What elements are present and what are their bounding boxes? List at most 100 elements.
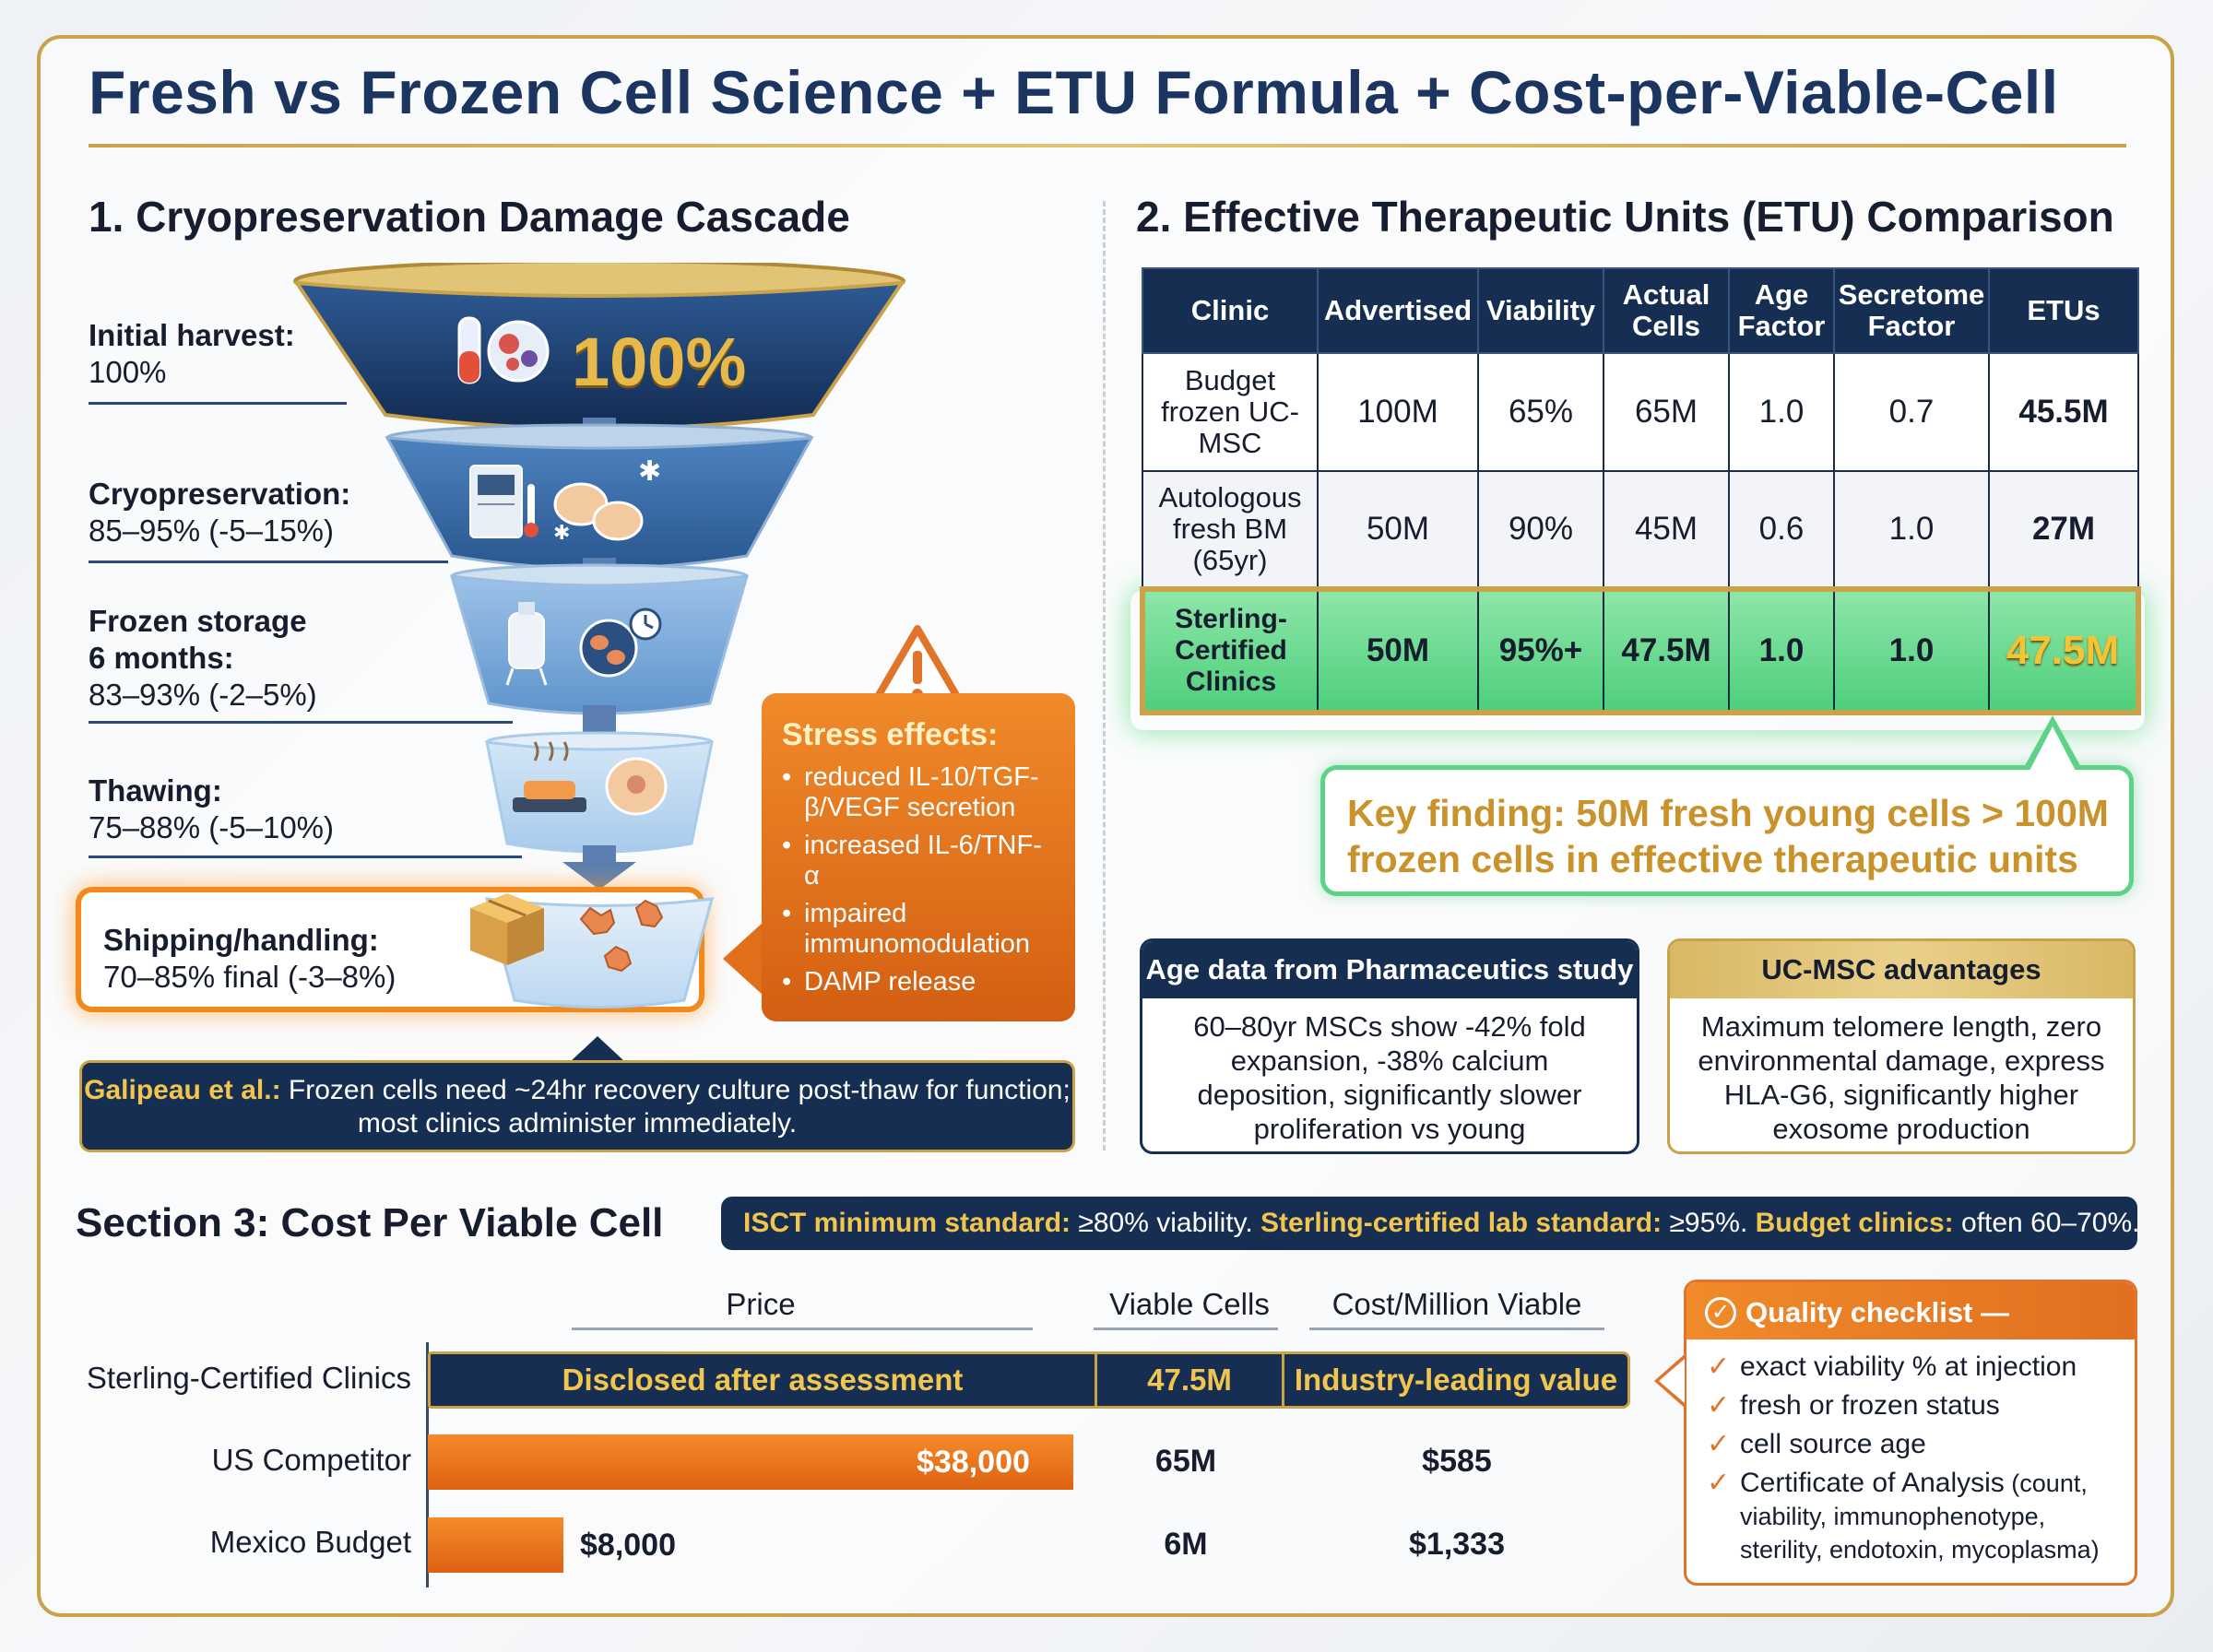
us-price-label: $38,000 — [917, 1445, 1030, 1480]
checklist-title: Quality checklist — — [1746, 1295, 2009, 1328]
sterling-cost-bar: Disclosed after assessment 47.5M Industr… — [428, 1351, 1630, 1409]
checklist-text: fresh or frozen status — [1740, 1390, 2000, 1421]
stage-label-cryopreservation: Cryopreservation: 85–95% (-5–15%) — [89, 476, 350, 549]
uc-msc-card: UC-MSC advantages Maximum telomere lengt… — [1667, 938, 2136, 1154]
uc-card-title: UC-MSC advantages — [1670, 941, 2133, 998]
stress-item: DAMP release — [782, 967, 1057, 997]
stage-label-thawing: Thawing: 75–88% (-5–10%) — [89, 773, 334, 846]
stage-name-line2: 6 months: — [89, 641, 234, 675]
viability-standards-bar: ISCT minimum standard: ≥80% viability. S… — [721, 1197, 2140, 1250]
checklist-item: ✓ fresh or frozen status — [1707, 1389, 2135, 1422]
stage-name: Initial harvest: — [89, 318, 295, 352]
stage-label-storage: Frozen storage 6 months: 83–93% (-2–5%) — [89, 603, 317, 714]
checklist-item: ✓ Certificate of Analysis (count, viabili… — [1707, 1467, 2135, 1566]
clinic-cell: Sterling-Certified Clinics — [1140, 586, 1319, 715]
key-finding-callout: Key finding: 50M fresh young cells > 100… — [1320, 765, 2134, 896]
actual-cells-cell: 65M — [1603, 352, 1730, 472]
col-header: Actual Cells — [1603, 267, 1730, 354]
harvest-percent: 100% — [572, 324, 747, 400]
stress-item: reduced IL-10/TGF-β/VEGF secretion — [782, 762, 1057, 823]
clinic-cell: Budget frozen UC-MSC — [1142, 352, 1319, 472]
stage-value: 83–93% (-2–5%) — [89, 678, 317, 712]
standard-label: Sterling-certified lab standard: — [1260, 1208, 1663, 1238]
etu-cell: 47.5M — [1988, 586, 2141, 715]
mexico-price-label: $8,000 — [580, 1528, 676, 1563]
us-viable-cells: 65M — [1154, 1444, 1217, 1479]
advertised-cell: 50M — [1317, 470, 1479, 590]
sterling-cost: Industry-leading value — [1294, 1363, 1618, 1397]
row-label: US Competitor — [211, 1443, 411, 1477]
age-factor-cell: 1.0 — [1728, 352, 1835, 472]
page-title: Fresh vs Frozen Cell Science + ETU Formu… — [89, 58, 2059, 126]
chart-axis — [426, 1342, 429, 1587]
stage-rule — [89, 560, 448, 563]
checklist-item: ✓ exact viability % at injection — [1707, 1351, 2135, 1384]
thawed-cell-icon — [605, 757, 668, 816]
nitrogen-tank-icon — [505, 602, 548, 686]
stage-rule — [89, 402, 347, 405]
standard-text: ≥80% viability. — [1071, 1208, 1261, 1238]
note-notch — [570, 1036, 625, 1062]
advertised-cell: 50M — [1317, 586, 1479, 715]
bar-divider — [1282, 1354, 1284, 1406]
stage-value: 70–85% final (-3–8%) — [103, 960, 396, 994]
header-rule — [1309, 1328, 1604, 1330]
checklist-pointer-fill — [1659, 1359, 1685, 1403]
viability-cell: 90% — [1477, 470, 1604, 590]
actual-cells-cell: 47.5M — [1603, 586, 1730, 715]
sterling-price: Disclosed after assessment — [562, 1363, 964, 1397]
bar-divider — [1095, 1354, 1097, 1406]
section3-title: Section 3: Cost Per Viable Cell — [76, 1200, 664, 1245]
stress-item: impaired immunomodulation — [782, 899, 1057, 960]
row-label: Sterling-Certified Clinics — [86, 1361, 411, 1395]
storage-clock-icon — [579, 608, 662, 678]
test-tube-icon — [457, 316, 550, 384]
stage-value: 85–95% (-5–15%) — [89, 513, 334, 548]
checklist-item: ✓ cell source age — [1707, 1428, 2135, 1461]
standard-text: ≥95%. — [1662, 1208, 1756, 1238]
galipeau-note: Galipeau et al.: Frozen cells need ~24hr… — [79, 1060, 1075, 1152]
viable-col-header: Viable Cells — [1109, 1287, 1270, 1321]
check-circle-icon: ✓ — [1705, 1296, 1736, 1328]
etu-cell: 27M — [1988, 470, 2139, 590]
sterling-viable: 47.5M — [1147, 1363, 1232, 1397]
table-row: Autologous fresh BM (65yr) 50M 90% 45M 0… — [1142, 470, 2139, 590]
checklist-text: Certificate of Analysis — [1740, 1468, 2005, 1498]
age-factor-cell: 1.0 — [1728, 586, 1835, 715]
stage-name: Thawing: — [89, 773, 222, 808]
price-col-header: Price — [726, 1287, 796, 1321]
stress-title: Stress effects: — [782, 717, 999, 752]
stage-name: Frozen storage — [89, 604, 307, 638]
secretome-cell: 1.0 — [1833, 586, 1990, 715]
checkmark-icon: ✓ — [1707, 1390, 1731, 1421]
freezer-icon — [469, 465, 538, 538]
header-rule — [572, 1328, 1033, 1330]
etu-header-row: Clinic Advertised Viability Actual Cells… — [1142, 267, 2139, 354]
us-price-bar — [428, 1434, 1073, 1490]
mexico-viable-cells: 6M — [1164, 1527, 1208, 1562]
stress-list: reduced IL-10/TGF-β/VEGF secretion incre… — [782, 762, 1057, 997]
advertised-cell: 100M — [1317, 352, 1479, 472]
title-rule — [89, 144, 2126, 148]
section2-title: 2. Effective Therapeutic Units (ETU) Com… — [1136, 193, 2114, 241]
mexico-price-bar — [428, 1517, 563, 1573]
stage-label-shipping: Shipping/handling: 70–85% final (-3–8%) — [103, 922, 396, 996]
svg-text:✱: ✱ — [638, 456, 661, 487]
age-card-title: Age data from Pharmaceutics study — [1142, 941, 1637, 998]
actual-cells-cell: 45M — [1603, 470, 1730, 590]
row-label: Mexico Budget — [209, 1525, 411, 1559]
col-header: Advertised — [1317, 267, 1479, 354]
checkmark-icon: ✓ — [1707, 1351, 1731, 1382]
quality-checklist: ✓ Quality checklist — ✓ exact viability % … — [1684, 1280, 2137, 1586]
section1-title: 1. Cryopreservation Damage Cascade — [89, 193, 850, 241]
checklist-items: ✓ exact viability % at injection ✓ fresh o… — [1686, 1339, 2135, 1566]
age-card-body: 60–80yr MSCs show -42% fold expansion, -… — [1193, 1010, 1586, 1145]
cost-col-header: Cost/Million Viable — [1331, 1287, 1582, 1321]
standard-label: Budget clinics: — [1755, 1208, 1954, 1238]
secretome-cell: 0.7 — [1833, 352, 1990, 472]
stage-value: 100% — [89, 355, 167, 389]
key-finding-notch-fill — [2030, 726, 2076, 771]
stage-rule — [89, 856, 522, 858]
us-cost-per-million: $585 — [1422, 1444, 1492, 1479]
viability-cell: 65% — [1477, 352, 1604, 472]
